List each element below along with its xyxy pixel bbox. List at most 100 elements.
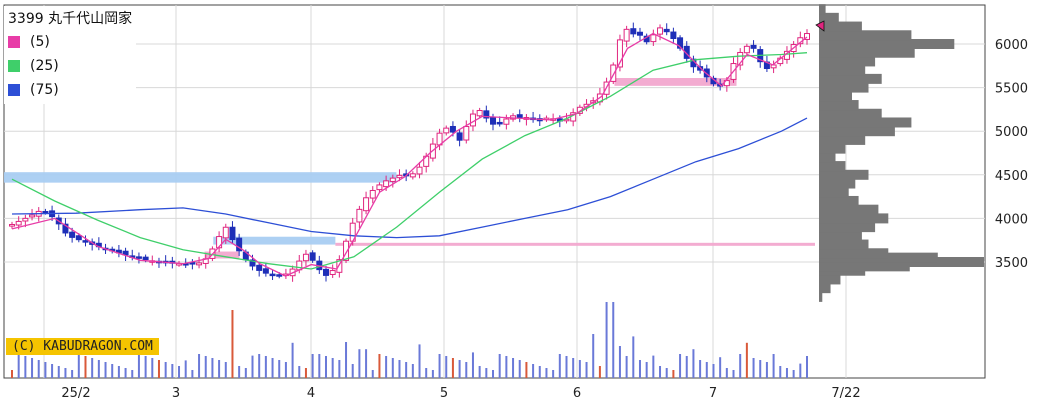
candle-body <box>322 268 329 276</box>
candle-body <box>743 45 750 54</box>
volume-bar <box>685 356 688 378</box>
y-tick-label: 4000 <box>995 212 1028 227</box>
volume-bar <box>799 363 802 378</box>
x-tick-label: 3 <box>172 386 180 401</box>
volume-bar <box>258 354 261 378</box>
volume-bar <box>211 358 214 378</box>
volume-bar <box>97 360 100 378</box>
volume-profile-bar <box>819 291 823 302</box>
volume-bar <box>64 368 67 378</box>
volume-bar <box>345 342 348 378</box>
volume-bar <box>792 370 795 378</box>
volume-profile-bar <box>819 178 856 189</box>
candle-body <box>409 173 416 178</box>
candle-body <box>42 211 49 214</box>
volume-bar <box>425 368 428 378</box>
volume-bar <box>411 364 414 378</box>
volume-bar <box>552 370 555 378</box>
volume-bar <box>378 354 381 378</box>
volume-bar <box>178 366 181 378</box>
candle-body <box>269 273 276 277</box>
ma75-line <box>11 117 808 239</box>
x-tick-label: 7/22 <box>831 386 860 401</box>
candle-body <box>463 126 470 141</box>
volume-profile-bar <box>819 143 846 154</box>
volume-bar <box>17 354 20 378</box>
volume-profile-bar <box>819 126 895 137</box>
candle-body <box>29 214 36 218</box>
volume-bar <box>739 354 742 378</box>
volume-bar <box>204 356 207 378</box>
x-tick-label: 6 <box>573 386 581 401</box>
x-tick-label: 25/2 <box>61 386 90 401</box>
volume-bar <box>652 355 655 378</box>
volume-bar <box>585 362 588 378</box>
volume-bar <box>665 368 668 378</box>
candle-body <box>135 256 142 259</box>
volume-profile-bar <box>819 21 862 32</box>
volume-bar <box>765 362 768 378</box>
volume-bar <box>324 356 327 378</box>
volume-bar <box>231 310 234 378</box>
legend-item-ma25: (25) <box>8 54 132 78</box>
candle-body <box>416 166 423 175</box>
candle-body <box>302 253 309 262</box>
candle-body <box>216 236 223 249</box>
volume-bar <box>304 368 307 378</box>
legend-label-ma75: (75) <box>30 82 59 98</box>
candle-body <box>343 240 350 261</box>
volume-bar <box>712 364 715 378</box>
volume-bar <box>71 370 74 378</box>
candle-body <box>623 28 630 42</box>
volume-profile-bar <box>819 30 912 41</box>
ma5-line <box>11 32 808 277</box>
volume-profile-bar <box>819 4 826 15</box>
volume-bar <box>471 352 474 378</box>
volume-bar <box>131 370 134 378</box>
volume-bar <box>104 362 107 378</box>
volume-bar <box>692 349 695 378</box>
volume-bar <box>525 362 528 378</box>
candle-body <box>222 226 229 239</box>
volume-bar <box>365 349 368 378</box>
x-tick-label: 4 <box>307 386 315 401</box>
volume-bar <box>91 358 94 378</box>
volume-bar <box>318 354 321 378</box>
candle-body <box>483 110 490 119</box>
volume-profile-bar <box>819 39 955 49</box>
volume-bar <box>512 358 515 378</box>
volume-bar <box>659 366 662 378</box>
volume-bar <box>679 354 682 378</box>
volume-bar <box>311 354 314 378</box>
candle-body <box>770 64 777 69</box>
volume-bar <box>625 356 628 378</box>
last-price-marker <box>815 20 825 32</box>
candle-body <box>516 114 523 119</box>
volume-bar <box>271 358 274 378</box>
y-tick-label: 5500 <box>995 82 1028 97</box>
volume-bar <box>592 334 595 378</box>
price-zone <box>204 251 240 259</box>
candle-body <box>449 125 456 133</box>
volume-bar <box>358 349 361 378</box>
volume-bar <box>37 360 40 378</box>
volume-profile-bar <box>819 91 852 102</box>
volume-profile-bar <box>819 152 836 163</box>
volume-bar <box>338 360 341 378</box>
volume-bar <box>431 370 434 378</box>
volume-bar <box>598 366 601 378</box>
volume-bar <box>111 364 114 378</box>
y-tick-label: 4500 <box>995 169 1028 184</box>
candle-body <box>189 262 196 265</box>
volume-bar <box>77 354 80 378</box>
watermark: (C) KABUDRAGON.COM <box>6 338 159 355</box>
candle-body <box>9 224 15 227</box>
candle-body <box>443 127 450 134</box>
volume-profile-bar <box>819 169 869 180</box>
candle-body <box>476 110 483 117</box>
volume-bar <box>371 370 374 378</box>
y-tick-label: 6000 <box>995 38 1028 53</box>
x-tick-label: 7 <box>709 386 717 401</box>
candle-body <box>503 118 510 125</box>
